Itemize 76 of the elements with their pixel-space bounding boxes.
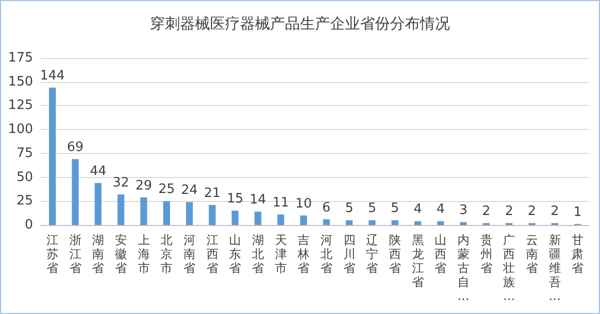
data-label: 144: [40, 68, 65, 84]
x-tick-label: 河北省: [320, 233, 332, 275]
data-label: 5: [345, 201, 354, 216]
data-label: 11: [272, 196, 290, 211]
bar: [163, 201, 170, 225]
x-tick-label: 安徽省: [114, 233, 127, 275]
bar: [140, 197, 148, 225]
x-tick-label: 新疆维吾…: [548, 233, 561, 303]
x-tick-label: 山东省: [229, 233, 242, 275]
data-label: 5: [368, 201, 376, 216]
bar: [48, 88, 56, 225]
bar: [254, 212, 262, 225]
x-tick-label: 云南省: [526, 233, 538, 275]
data-label: 14: [250, 192, 266, 208]
x-tick-label: 辽宁省: [366, 233, 378, 275]
data-label: 2: [504, 204, 514, 220]
data-label: 4: [414, 202, 422, 218]
data-label: 2: [528, 204, 536, 220]
x-tick-label: 江西省: [206, 233, 218, 275]
x-tick-label: 天津市: [274, 233, 287, 275]
data-label: 5: [390, 201, 400, 216]
data-label: 25: [158, 182, 175, 198]
bar: [368, 220, 376, 225]
data-label: 15: [226, 192, 244, 207]
x-tick-label: 广西壮族…: [502, 233, 516, 303]
data-label: 44: [90, 164, 106, 180]
y-tick-label: 100: [8, 122, 33, 138]
data-label: 2: [550, 204, 559, 220]
data-label: 1: [573, 205, 582, 220]
y-tick-label: 150: [8, 74, 33, 90]
data-label: 29: [135, 178, 152, 194]
x-tick-label: 黑龙江省: [412, 233, 424, 289]
bar: [186, 202, 193, 225]
data-label: 6: [322, 200, 331, 216]
chart-title: 穿刺器械医疗器械产品生产企业省份分布情况: [150, 14, 450, 32]
x-tick-label: 山西省: [434, 233, 447, 275]
x-tick-label: 吉林省: [296, 233, 310, 275]
x-tick-label: 甘肃省: [572, 233, 584, 275]
bar: [460, 222, 467, 225]
bar: [346, 220, 353, 225]
data-label: 24: [181, 183, 198, 198]
data-label: 4: [436, 202, 445, 218]
x-tick-label: 江苏省: [46, 233, 58, 275]
bar: [94, 183, 102, 225]
y-tick-label: 175: [8, 50, 33, 66]
y-tick-label: 25: [16, 194, 33, 209]
x-tick-label: 内蒙古自…: [457, 233, 470, 303]
data-label: 32: [112, 175, 130, 190]
data-label: 21: [204, 186, 221, 201]
x-tick-label: 浙江省: [69, 233, 82, 275]
data-label: 10: [295, 196, 312, 212]
bar: [322, 219, 330, 225]
y-tick-label: 125: [8, 98, 33, 114]
x-tick-label: 湖北省: [252, 233, 264, 275]
data-label: 2: [482, 204, 490, 220]
bar: [414, 221, 422, 225]
x-tick-label: 贵州省: [480, 233, 492, 275]
y-tick-label: 50: [16, 170, 33, 185]
bar: [117, 194, 124, 225]
y-tick-label: 0: [24, 218, 33, 232]
data-label: 3: [459, 203, 468, 218]
bar: [300, 215, 308, 225]
x-tick-label: 四川省: [343, 233, 356, 275]
x-tick-label: 北京市: [160, 233, 173, 275]
x-tick-label: 上海市: [138, 233, 150, 275]
bar: [277, 214, 284, 225]
y-tick-label: 75: [16, 146, 33, 161]
x-tick-label: 湖南省: [92, 233, 104, 275]
x-tick-label: 河南省: [183, 233, 196, 275]
bar: [72, 159, 79, 225]
x-tick-label: 陕西省: [388, 233, 401, 275]
bar: [232, 210, 239, 225]
data-label: 69: [66, 140, 84, 156]
bar: [208, 204, 216, 225]
bar: [391, 220, 398, 225]
bar: [437, 221, 444, 225]
